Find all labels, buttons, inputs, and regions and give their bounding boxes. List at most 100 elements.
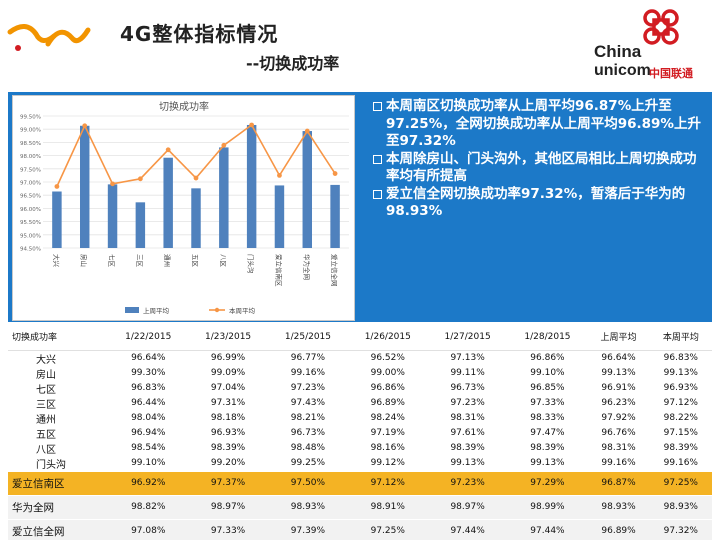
- summary-name-cell: 爱立信全网: [8, 518, 109, 540]
- value-cell: 98.93%: [587, 494, 650, 519]
- value-cell: 98.97%: [427, 494, 508, 519]
- value-cell: 96.52%: [347, 350, 428, 366]
- table-row: 五区 96.94% 96.93% 96.73% 97.19% 97.61% 97.47% 96…: [8, 425, 712, 441]
- value-cell: 97.44%: [427, 518, 508, 540]
- region-name-cell: 七区: [8, 380, 109, 396]
- value-cell: 97.23%: [268, 380, 348, 396]
- value-cell: 97.32%: [649, 518, 712, 540]
- value-cell: 97.31%: [188, 395, 269, 411]
- line-point: [304, 128, 310, 134]
- value-cell: 96.64%: [108, 350, 189, 366]
- value-cell: 96.73%: [427, 380, 508, 396]
- value-cell: 97.29%: [507, 470, 588, 495]
- summary-name-cell: 爱立信南区: [8, 470, 109, 495]
- value-cell: 98.22%: [649, 410, 712, 426]
- line-point: [137, 176, 143, 182]
- table-header-cell: 1/22/2015: [108, 324, 189, 351]
- region-name-cell: 五区: [8, 425, 109, 441]
- value-cell: 99.00%: [347, 365, 428, 381]
- bar: [52, 191, 62, 248]
- value-cell: 98.93%: [649, 494, 712, 519]
- table-row: 房山 99.30% 99.09% 99.16% 99.00% 99.11% 99.10% 99…: [8, 365, 712, 381]
- china-unicom-logo: China unicom 中国联通: [594, 6, 714, 84]
- region-name-cell: 房山: [8, 365, 109, 381]
- value-cell: 99.10%: [507, 365, 588, 381]
- value-cell: 99.30%: [108, 365, 189, 381]
- region-name-cell: 大兴: [8, 350, 109, 366]
- value-cell: 98.82%: [108, 494, 189, 519]
- value-cell: 98.97%: [188, 494, 269, 519]
- value-cell: 96.87%: [587, 470, 650, 495]
- note-item: 本周南区切换成功率从上周平均96.87%上升至97.25%，全网切换成功率从上周…: [372, 98, 708, 151]
- value-cell: 99.13%: [587, 365, 650, 381]
- value-cell: 97.12%: [347, 470, 428, 495]
- note-text: 本周南区切换成功率从上周平均96.87%上升至97.25%，全网切换成功率从上周…: [386, 98, 701, 149]
- legend-label: 本周平均: [229, 306, 256, 315]
- handover-success-chart: 切换成功率 99.50% 99.00% 98.50% 98.00% 97.50% 97.00…: [12, 95, 355, 321]
- value-cell: 98.24%: [347, 410, 428, 426]
- page-subtitle: --切换成功率: [246, 54, 340, 73]
- bar: [246, 124, 257, 248]
- checkbox-bullet-icon: [373, 189, 382, 199]
- value-cell: 96.93%: [649, 380, 712, 396]
- value-cell: 99.13%: [649, 365, 712, 381]
- value-cell: 96.73%: [268, 425, 348, 441]
- table-row: 门头沟 99.10% 99.20% 99.25% 99.12% 99.13% 99.13% 9…: [8, 455, 712, 471]
- value-cell: 98.39%: [188, 440, 269, 456]
- note-item: 爱立信全网切换成功率97.32%，暂落后于华为的98.93%: [372, 186, 708, 221]
- x-tick-label: 房山: [80, 254, 89, 267]
- value-cell: 98.18%: [188, 410, 269, 426]
- table-header-cell: 本周平均: [649, 324, 712, 351]
- value-cell: 99.13%: [507, 455, 588, 471]
- table-header-cell: 1/28/2015: [507, 324, 588, 351]
- x-tick-label: 华为全网: [302, 254, 311, 280]
- x-tick-label: 爱立信南区: [274, 254, 283, 287]
- value-cell: 98.91%: [347, 494, 428, 519]
- value-cell: 97.92%: [587, 410, 650, 426]
- value-cell: 98.39%: [427, 440, 508, 456]
- bar: [107, 184, 118, 248]
- chart-title: 切换成功率: [159, 100, 209, 113]
- bar: [79, 125, 90, 248]
- value-cell: 96.83%: [649, 350, 712, 366]
- table-header-cell: 1/26/2015: [347, 324, 428, 351]
- region-name-cell: 通州: [8, 410, 109, 426]
- note-item: 本周除房山、门头沟外，其他区局相比上周切换成功率均有所提高: [372, 151, 708, 186]
- line-point: [82, 123, 88, 129]
- note-text: 本周除房山、门头沟外，其他区局相比上周切换成功率均有所提高: [386, 150, 697, 185]
- value-cell: 96.85%: [507, 380, 588, 396]
- summary-name-cell: 华为全网: [8, 494, 109, 519]
- value-cell: 97.13%: [427, 350, 508, 366]
- value-cell: 97.12%: [649, 395, 712, 411]
- table-header-cell: 1/27/2015: [427, 324, 508, 351]
- chart-canvas: 切换成功率 99.50% 99.00% 98.50% 98.00% 97.50% 97.00…: [20, 100, 349, 315]
- value-cell: 97.43%: [268, 395, 348, 411]
- line-point: [332, 171, 338, 176]
- value-cell: 99.16%: [649, 455, 712, 471]
- value-cell: 98.99%: [507, 494, 588, 519]
- y-tick-label: 96.50%: [20, 194, 41, 200]
- bar: [274, 185, 285, 248]
- x-tick-label: 门头沟: [247, 254, 256, 274]
- value-cell: 97.15%: [649, 425, 712, 441]
- page-title: 4G整体指标情况: [120, 22, 279, 46]
- value-cell: 99.20%: [188, 455, 269, 471]
- line-point: [54, 184, 60, 189]
- value-cell: 98.31%: [587, 440, 650, 456]
- line-point: [277, 173, 282, 178]
- value-cell: 98.31%: [427, 410, 508, 426]
- table-header-cell: 切换成功率: [8, 324, 109, 351]
- legend-swatch-bar: [125, 307, 139, 313]
- value-cell: 97.04%: [188, 380, 269, 396]
- y-tick-label: 98.00%: [20, 154, 41, 160]
- y-tick-label: 97.00%: [20, 181, 41, 187]
- region-rows: 大兴 96.64% 96.99% 96.77% 96.52% 97.13% 96.86% 96…: [8, 350, 712, 471]
- summary-notes: 本周南区切换成功率从上周平均96.87%上升至97.25%，全网切换成功率从上周…: [372, 98, 708, 221]
- value-cell: 97.19%: [347, 425, 428, 441]
- handover-table: 切换成功率 1/22/2015 1/23/2015 1/25/2015 1/26…: [8, 324, 712, 540]
- region-name-cell: 三区: [8, 395, 109, 411]
- value-cell: 96.86%: [347, 380, 428, 396]
- value-cell: 98.04%: [108, 410, 189, 426]
- x-tick-label: 八区: [219, 254, 227, 268]
- value-cell: 96.91%: [587, 380, 650, 396]
